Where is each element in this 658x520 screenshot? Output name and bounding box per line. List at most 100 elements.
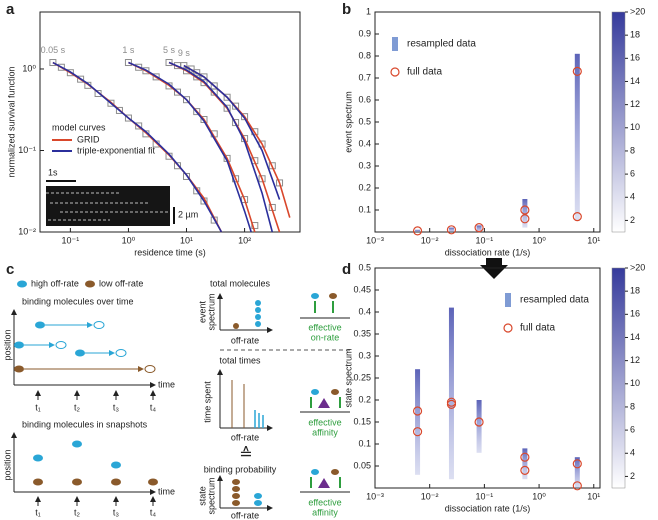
icon (300, 469, 350, 493)
y-tick-label: 0.4 (358, 306, 371, 316)
full-data-point (474, 417, 484, 427)
y-tick-label: 0.5 (358, 116, 371, 126)
legend-text: high off-rate (31, 278, 79, 288)
molecule (232, 479, 240, 485)
diagram-title: binding molecules in snapshots (22, 419, 148, 429)
panel-label: c (6, 261, 14, 278)
x-tick-label: 10⁻³ (366, 491, 384, 501)
legend-swatch (505, 293, 511, 307)
data-point (142, 67, 150, 75)
colorbar-tick-label: 14 (630, 332, 640, 342)
icon-shape (318, 398, 330, 408)
molecule (311, 293, 319, 299)
axis-label: spectrum (206, 293, 216, 330)
molecule (111, 461, 121, 469)
data-point (77, 75, 85, 83)
legend-text: triple-exponential fit (77, 145, 156, 155)
icon (300, 293, 350, 319)
resampled-range (476, 225, 482, 232)
molecule (311, 389, 319, 395)
tick-label: t₃ (113, 507, 120, 517)
curve-label: 0.05 s (41, 45, 66, 55)
molecule (93, 321, 105, 329)
y-tick-label: 0.2 (358, 394, 371, 404)
y-tick-label: 0.1 (358, 204, 371, 214)
annotation: affinity (312, 507, 338, 517)
annotation: on-rate (311, 332, 340, 342)
molecule (55, 341, 67, 349)
annotation: effective (308, 322, 341, 332)
colorbar-tick-label: 2 (630, 471, 635, 481)
full-data-point (520, 452, 530, 462)
y-axis-label: event spectrum (343, 91, 353, 153)
resampled-range (448, 307, 454, 480)
molecule (254, 493, 262, 499)
data-point (107, 99, 115, 107)
full-data-point (412, 226, 423, 236)
x-tick-label: 10⁻¹ (476, 491, 494, 501)
data-point (124, 114, 132, 122)
annotation: effective (308, 497, 341, 507)
colorbar (611, 11, 626, 233)
y-tick-label: 0.6 (358, 94, 371, 104)
axis-label: time spent (202, 381, 212, 423)
resampled-range (448, 227, 454, 232)
data-point (165, 59, 173, 67)
snapshot-molecules (33, 440, 158, 486)
colorbar-tick-label: 12 (630, 99, 640, 109)
full-data-point (474, 223, 484, 233)
molecule (115, 349, 127, 357)
data-point (174, 88, 182, 96)
x-tick-label: 10⁻¹ (61, 235, 79, 245)
y-tick-label: 0.15 (353, 416, 371, 426)
y-tick-label: 0.5 (358, 262, 371, 272)
legend-swatch (503, 323, 513, 333)
axis-label: time (158, 379, 175, 389)
colorbar-tick-label: >20 (630, 262, 645, 272)
molecule (311, 469, 319, 475)
x-tick-label: 10⁻² (421, 235, 439, 245)
molecule (255, 300, 261, 306)
data-point (49, 59, 57, 67)
y-tick-label: 0.45 (353, 284, 371, 294)
schematic: c high off-rate low off-rate binding mol… (2, 261, 352, 520)
data-point (193, 73, 201, 81)
x-tick-label: 10⁻² (421, 491, 439, 501)
legend-text: resampled data (407, 39, 476, 50)
legend-marker (17, 280, 27, 288)
full-data-point (572, 212, 582, 222)
legend-text: low off-rate (99, 278, 143, 288)
full-data-point (572, 66, 582, 77)
molecule (233, 323, 239, 329)
data-point (135, 122, 143, 130)
time-ticks: t₁ t₂ t₃ t₄ (35, 390, 156, 412)
resampled-range (415, 369, 421, 475)
colorbar-tick-label: 18 (630, 286, 640, 296)
y-tick-label: 10⁰ (22, 63, 36, 73)
y-tick-label: 0.25 (353, 372, 371, 382)
full-data-point (520, 205, 530, 215)
molecule (35, 321, 45, 329)
data-point (115, 106, 123, 114)
data-point (268, 162, 276, 170)
molecule (331, 389, 339, 395)
data-point (276, 179, 284, 187)
x-axis-label: residence time (s) (134, 247, 206, 257)
axis-label: off-rate (231, 335, 259, 345)
full-data-point (412, 406, 423, 416)
x-tick-label: 10¹ (587, 491, 600, 501)
data-point (251, 222, 259, 230)
y-tick-label: 10⁻² (18, 226, 36, 236)
resampled-range (574, 457, 580, 488)
data-point (210, 82, 218, 90)
y-tick-label: 10⁻¹ (18, 145, 36, 155)
molecule (14, 365, 24, 373)
x-tick-label: 10² (238, 235, 251, 245)
data-point (135, 63, 143, 71)
full-data-point (520, 214, 530, 224)
icon (300, 389, 350, 413)
panel-label: b (342, 1, 351, 18)
data-point (258, 175, 266, 183)
molecule (255, 314, 261, 320)
